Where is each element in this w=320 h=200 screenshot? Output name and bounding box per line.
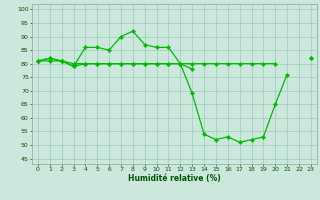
X-axis label: Humidité relative (%): Humidité relative (%) (128, 174, 221, 183)
